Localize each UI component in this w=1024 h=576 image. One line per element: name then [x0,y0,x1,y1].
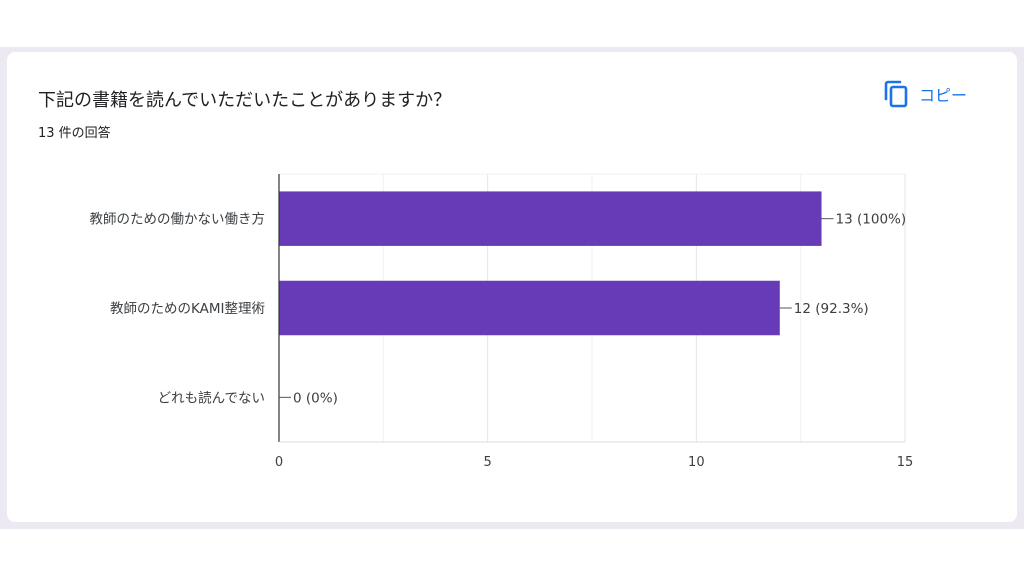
bar [279,280,780,336]
copy-label: コピー [919,86,968,105]
category-label: どれも読んでない [158,390,265,406]
x-tick-label: 5 [484,455,492,470]
x-tick-label: 10 [688,455,705,470]
question-title: 下記の書籍を読んでいただいたことがありますか？ [38,90,452,111]
bars [279,191,822,336]
response-count: 13 件の回答 [38,126,111,141]
data-label: 12 (92.3%) [794,301,869,317]
x-tick-label: 15 [897,455,914,470]
data-label: 13 (100%) [836,212,907,228]
labels: 教師のための働かない働き方 13 (100%) 教師のためのKAMI整理術 12 (9… [90,212,914,470]
copy-icon [884,80,908,108]
category-label: 教師のための働かない働き方 [90,212,266,228]
data-label: 0 (0%) [293,390,338,406]
bottom-band [0,529,1024,576]
question-card: 下記の書籍を読んでいただいたことがありますか？ 13 件の回答 コピー [7,52,1017,522]
copy-button[interactable]: コピー [883,78,967,110]
category-label: 教師のためのKAMI整理術 [110,301,265,317]
top-band [0,0,1024,47]
bar [279,191,822,246]
x-tick-label: 0 [275,455,283,470]
